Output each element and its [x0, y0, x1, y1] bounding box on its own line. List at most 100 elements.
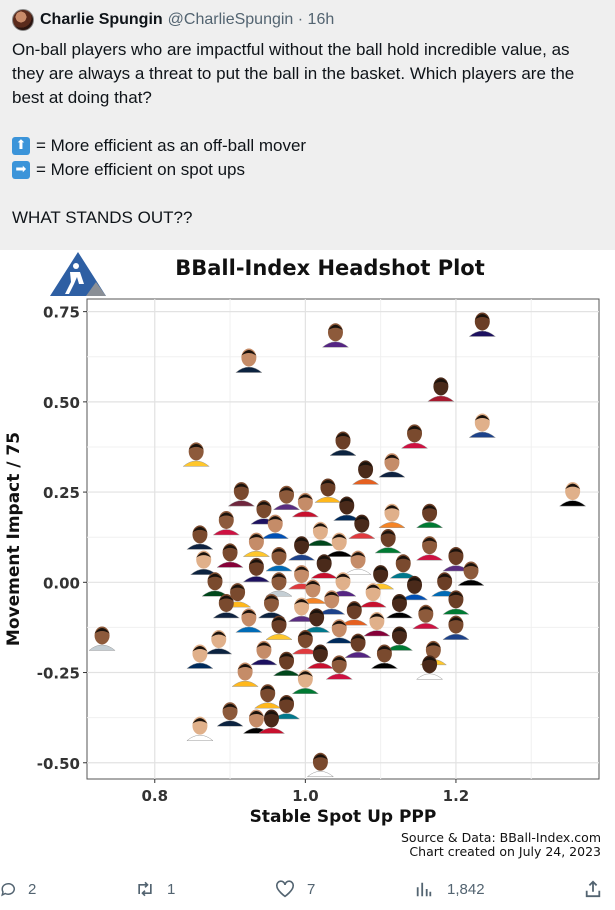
player-headshot-point [412, 604, 440, 630]
x-axis-label: Stable Spot Up PPP [250, 807, 437, 827]
tweet-header: Charlie Spungin @CharlieSpungin · 16h [12, 9, 334, 31]
player-headshot-point [442, 590, 470, 615]
player-headshot-point [227, 482, 256, 507]
right-arrow-icon: ➡ [12, 161, 30, 179]
player-headshot-point [272, 651, 301, 676]
player-headshot-point [442, 547, 470, 572]
player-headshot-point [291, 630, 320, 655]
player-headshot-point [400, 424, 429, 449]
player-headshot-point [306, 644, 335, 669]
player-headshot-point [457, 561, 485, 586]
player-headshot-point [212, 593, 240, 619]
player-headshot-point [370, 644, 399, 669]
y-tick-label: 0.75 [43, 304, 80, 322]
tweet-actions: 2 1 7 1,842 [0, 870, 615, 910]
bball-index-logo [50, 252, 106, 296]
y-tick-label: 0.00 [43, 574, 80, 592]
player-headshot-point [325, 619, 353, 644]
player-headshot-point [235, 608, 263, 633]
player-headshot-point [344, 550, 372, 575]
player-headshot-point [212, 510, 240, 536]
player-headshot-point [242, 557, 271, 583]
player-headshot-point [333, 496, 361, 521]
scatter-chart: BBall-Index Headshot Plot 0.750.500.250.… [4, 252, 601, 859]
reply-count: 2 [28, 880, 37, 898]
player-headshot-point [344, 633, 372, 658]
x-tick-label: 1.0 [292, 787, 319, 805]
x-tick-label: 1.2 [443, 787, 470, 805]
handle-and-time[interactable]: @CharlieSpungin · 16h [167, 11, 335, 28]
tweet-card[interactable]: Charlie Spungin @CharlieSpungin · 16h On… [0, 0, 615, 250]
display-name[interactable]: Charlie Spungin [40, 11, 163, 28]
legend-right-line: ➡ = More efficient on spot ups [12, 158, 604, 182]
player-headshot-point [254, 684, 282, 709]
source-text: Source & Data: BBall-Index.com [401, 830, 601, 845]
retweet-button[interactable]: 1 [135, 880, 175, 898]
reply-button[interactable]: 2 [0, 880, 36, 898]
player-headshot-point [272, 695, 301, 720]
y-tick-label: -0.25 [37, 665, 80, 683]
player-headshot-point [363, 612, 391, 637]
player-headshot-point [318, 590, 346, 615]
player-headshot-point [468, 413, 496, 438]
y-tick-label: 0.50 [43, 394, 80, 412]
player-headshot-point [265, 547, 293, 572]
player-headshot-point [186, 716, 214, 741]
x-axis: 0.8 1.0 1.2 [141, 779, 469, 805]
heart-icon [276, 880, 294, 898]
player-headshot-point [261, 514, 289, 539]
player-headshot-point [242, 532, 271, 557]
share-icon [585, 880, 601, 898]
player-headshot-point [242, 709, 271, 734]
tweet-text: On-ball players who are impactful withou… [12, 38, 604, 230]
player-headshot-point [351, 460, 380, 485]
avatar[interactable] [12, 9, 34, 31]
player-headshot-point [427, 377, 455, 402]
up-arrow-icon: ⬆ [12, 137, 30, 155]
y-axis: 0.75 0.50 0.25 0.00 -0.25 -0.50 [37, 304, 87, 773]
share-button[interactable] [584, 880, 602, 898]
legend-up-line: ⬆ = More efficient as an off-ball mover [12, 134, 604, 158]
tweet-body: On-ball players who are impactful withou… [12, 40, 575, 107]
player-headshot-point [265, 615, 293, 640]
bar-chart-icon [416, 882, 432, 897]
player-headshot-point [415, 536, 444, 561]
player-headshot-point [291, 492, 320, 518]
player-headshot-point [385, 593, 414, 619]
player-headshot-point [321, 323, 350, 348]
y-tick-label: -0.50 [37, 755, 80, 773]
player-headshot-point [231, 662, 259, 687]
player-headshot-point [201, 572, 229, 597]
y-tick-label: 0.25 [43, 484, 80, 502]
player-headshot-point [186, 644, 214, 669]
chart-title: BBall-Index Headshot Plot [175, 256, 485, 280]
player-headshot-point [558, 482, 587, 507]
player-headshot-point [287, 536, 316, 561]
player-headshot-point [359, 583, 387, 608]
player-headshot-point [442, 615, 470, 640]
player-headshot-point [385, 626, 414, 651]
player-headshot-point [468, 312, 496, 337]
player-headshot-point [257, 709, 286, 734]
player-headshot-point [205, 630, 233, 655]
retweet-count: 1 [167, 880, 176, 898]
player-headshot-point [329, 431, 357, 456]
player-headshot-point [287, 597, 316, 622]
player-headshot-point [235, 348, 263, 373]
player-headshot-point [250, 640, 278, 666]
legend-up-text: = More efficient as an off-ball mover [36, 136, 307, 155]
player-headshot-point [378, 503, 406, 528]
views-count: 1,842 [447, 880, 485, 898]
player-headshot-point [190, 550, 218, 575]
chart-image[interactable]: BBall-Index Headshot Plot 0.75 0.50 0.25 0.… [0, 250, 615, 865]
player-headshot-point [216, 702, 244, 727]
player-headshot-point [88, 626, 116, 651]
views-button[interactable]: 1,842 [415, 880, 485, 898]
points [88, 312, 587, 778]
x-tick-label: 0.8 [141, 787, 168, 805]
player-headshot-point [182, 442, 210, 467]
player-headshot-point [378, 453, 406, 478]
player-headshot-point [306, 752, 335, 778]
player-headshot-point [291, 669, 320, 695]
like-button[interactable]: 7 [275, 880, 315, 898]
